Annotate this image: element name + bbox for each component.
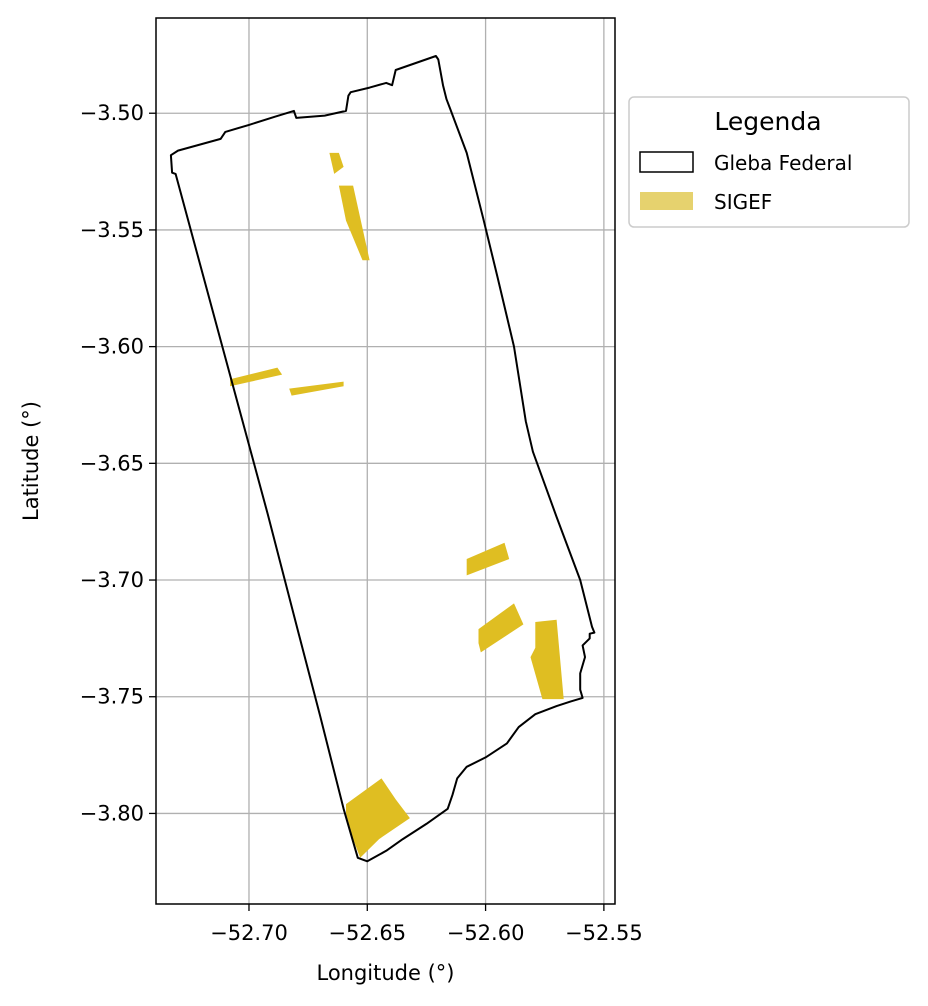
legend: Legenda Gleba Federal SIGEF <box>628 96 910 228</box>
x-axis-label: Longitude (°) <box>316 961 454 985</box>
x-tick-label-1: −52.65 <box>328 921 406 945</box>
sigef-parcel-6 <box>478 603 524 653</box>
sigef-parcel-3 <box>230 367 283 387</box>
y-tick-label-5: −3.75 <box>80 685 144 709</box>
legend-swatch-gleba-federal <box>639 151 694 173</box>
y-tick-label-6: −3.80 <box>80 801 144 825</box>
y-tick-label-0: −3.50 <box>80 101 144 125</box>
sigef-parcel-2 <box>338 185 370 261</box>
sigef-parcel-4 <box>289 381 344 396</box>
y-tick-label-2: −3.60 <box>80 335 144 359</box>
sigef-parcel-5 <box>466 542 510 576</box>
map-regions <box>169 55 596 863</box>
sigef-parcel-7 <box>530 619 564 700</box>
y-tick-label-1: −3.55 <box>80 218 144 242</box>
gleba-federal-boundary <box>169 55 596 863</box>
y-axis-label: Latitude (°) <box>19 401 43 521</box>
x-tick-label-0: −52.70 <box>210 921 288 945</box>
x-tick-label-2: −52.60 <box>447 921 525 945</box>
legend-label-gleba-federal: Gleba Federal <box>714 151 852 175</box>
sigef-parcel-8 <box>346 778 410 858</box>
sigef-parcel-1 <box>329 152 344 174</box>
grid-lines <box>156 18 615 904</box>
y-tick-label-4: −3.70 <box>80 568 144 592</box>
x-tick-label-3: −52.55 <box>565 921 643 945</box>
y-tick-label-3: −3.65 <box>80 451 144 475</box>
legend-swatch-sigef <box>640 192 693 210</box>
legend-title: Legenda <box>714 107 821 136</box>
axes-frame <box>155 17 616 905</box>
legend-label-sigef: SIGEF <box>714 190 772 214</box>
axis-ticks: −52.70 −52.65 −52.60 −52.55 −3.50 −3.55 −3.60 −… <box>80 101 643 945</box>
legend-frame <box>628 96 910 228</box>
